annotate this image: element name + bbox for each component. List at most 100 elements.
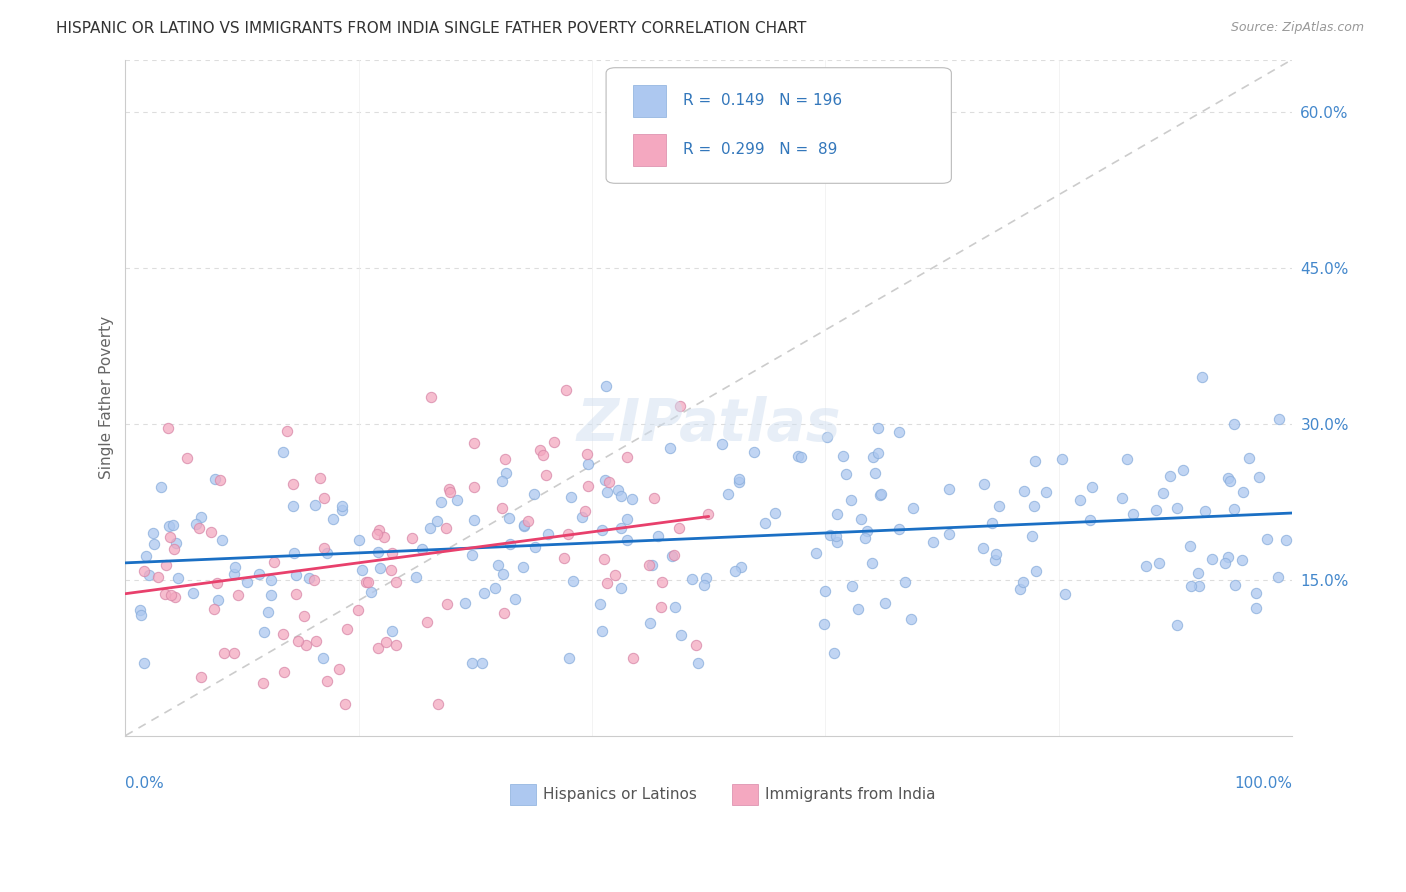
Point [862,450,884,464]
Point [671,628,693,642]
Point [517,514,540,528]
Point [900,612,922,626]
Point [643,491,665,505]
Point [498,537,520,551]
Point [574,504,596,518]
Point [1111,491,1133,505]
Point [260,574,283,588]
Point [367,545,389,559]
Point [367,641,389,656]
Text: Hispanics or Latinos: Hispanics or Latinos [543,787,697,802]
Point [543,434,565,449]
Point [159,530,181,544]
Point [204,472,226,486]
Point [668,521,690,535]
Point [1232,485,1254,500]
Point [641,558,664,572]
Point [336,622,359,636]
Point [529,442,551,457]
Point [980,516,1002,530]
Point [263,555,285,569]
Point [621,491,644,506]
Point [789,450,811,464]
Point [1152,486,1174,500]
Point [357,574,380,589]
Point [591,523,613,537]
Point [1223,502,1246,516]
Point [825,534,848,549]
Point [128,603,150,617]
Text: 0.0%: 0.0% [125,776,165,791]
Point [252,676,274,690]
Point [436,521,458,535]
Point [901,501,924,516]
Point [1267,570,1289,584]
Point [446,492,468,507]
Point [491,501,513,516]
Point [150,480,173,494]
Point [575,447,598,461]
Point [512,518,534,533]
Point [249,567,271,582]
Point [271,444,294,458]
Point [1081,480,1104,494]
Point [381,624,404,638]
Point [385,575,408,590]
Point [866,446,889,460]
Text: Source: ZipAtlas.com: Source: ZipAtlas.com [1230,21,1364,34]
Point [492,566,515,581]
Point [132,565,155,579]
Point [283,546,305,560]
Point [728,472,751,486]
Point [595,473,617,487]
Point [380,563,402,577]
Point [460,548,482,562]
Point [1050,451,1073,466]
Point [887,425,910,439]
Point [576,479,599,493]
Point [621,651,644,665]
Point [1135,559,1157,574]
Point [973,477,995,491]
Point [470,656,492,670]
Point [711,436,734,450]
Point [308,471,330,485]
Point [212,646,235,660]
Point [1178,539,1201,553]
FancyBboxPatch shape [633,85,665,117]
Point [222,646,245,660]
Point [415,615,437,629]
Point [1116,452,1139,467]
Point [370,561,392,575]
Point [610,520,633,534]
Point [1244,601,1267,615]
Point [287,633,309,648]
Point [531,448,554,462]
Point [868,421,890,435]
Point [1021,528,1043,542]
Point [366,527,388,541]
FancyBboxPatch shape [510,784,536,805]
Point [498,511,520,525]
Point [315,673,337,688]
Point [591,624,613,639]
Point [439,484,461,499]
Point [252,625,274,640]
Point [576,457,599,471]
Point [208,473,231,487]
Point [155,558,177,572]
Point [373,530,395,544]
Point [405,570,427,584]
Point [984,548,1007,562]
Point [823,646,845,660]
Point [661,549,683,563]
Point [589,597,612,611]
Point [463,513,485,527]
Point [271,627,294,641]
Point [664,599,686,614]
Point [495,467,517,481]
Point [647,529,669,543]
Point [853,531,876,545]
Point [557,526,579,541]
Point [1232,552,1254,566]
